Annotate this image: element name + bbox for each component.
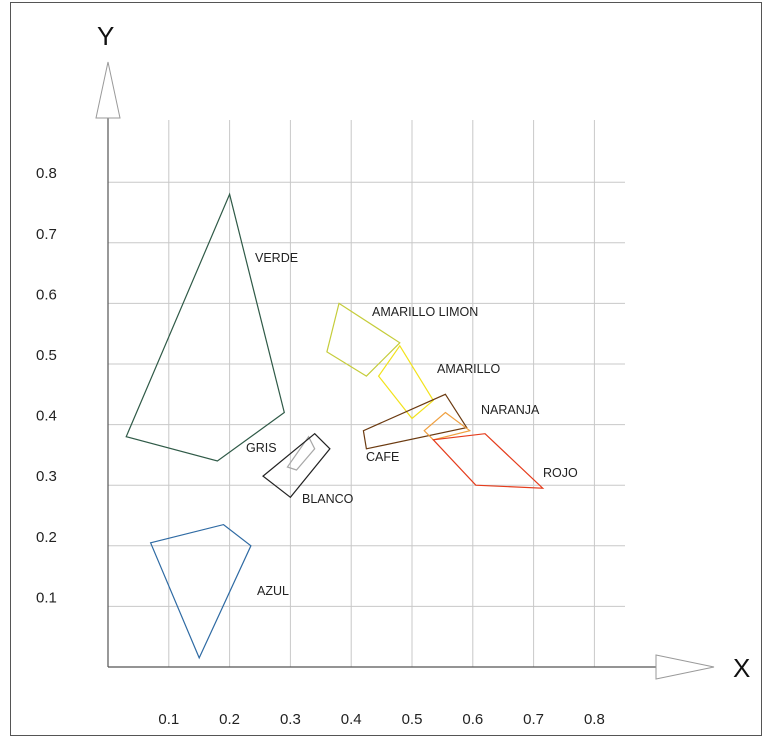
diagram-frame [10, 2, 762, 736]
region-amarillo [377, 344, 435, 420]
y-tick-label: 0.3 [36, 468, 57, 485]
x-tick-label: 0.6 [462, 711, 483, 728]
region-label-naranja: NARANJA [481, 403, 540, 417]
region-labels: VERDE AZUL GRIS BLANCO AMARILLO LIMON AMARILL… [246, 251, 578, 598]
y-tick-label: 0.8 [36, 165, 57, 182]
y-tick-label: 0.6 [36, 286, 57, 303]
x-axis-title: X [733, 653, 750, 683]
x-tick-label: 0.2 [219, 711, 240, 728]
region-label-gris: GRIS [246, 441, 277, 455]
y-axis-title: Y [97, 21, 114, 51]
region-blanco [262, 432, 331, 499]
grid [108, 120, 625, 667]
region-rojo [432, 433, 545, 489]
region-label-azul: AZUL [257, 584, 289, 598]
x-axis-arrow-icon [655, 654, 715, 680]
region-label-cafe: CAFE [366, 450, 399, 464]
x-tick-label: 0.4 [341, 711, 362, 728]
region-label-amarillo-limon: AMARILLO LIMON [372, 305, 478, 319]
region-cafe [362, 393, 468, 450]
y-tick-label: 0.2 [36, 529, 57, 546]
x-tick-label: 0.8 [584, 711, 605, 728]
x-tick-label: 0.7 [523, 711, 544, 728]
region-label-verde: VERDE [255, 251, 298, 265]
axes: YX [95, 21, 750, 683]
y-tick-label: 0.7 [36, 226, 57, 243]
y-tick-label: 0.1 [36, 589, 57, 606]
y-tick-label: 0.5 [36, 347, 57, 364]
y-axis-arrow-icon [95, 61, 121, 119]
region-gris [286, 435, 316, 471]
region-verde [125, 192, 285, 462]
color-regions [125, 192, 545, 660]
region-label-amarillo: AMARILLO [437, 362, 500, 376]
x-tick-label: 0.5 [402, 711, 423, 728]
x-tick-label: 0.1 [158, 711, 179, 728]
x-tick-label: 0.3 [280, 711, 301, 728]
region-amarillo-limon [326, 302, 401, 377]
region-label-blanco: BLANCO [302, 492, 354, 506]
region-azul [149, 523, 252, 660]
y-tick-label: 0.4 [36, 408, 57, 425]
region-label-rojo: ROJO [543, 466, 578, 480]
tick-labels: 0.1 0.2 0.3 0.4 0.5 0.6 0.7 0.8 0.1 0.2 0.3 0.4 0.5 0… [36, 165, 605, 728]
